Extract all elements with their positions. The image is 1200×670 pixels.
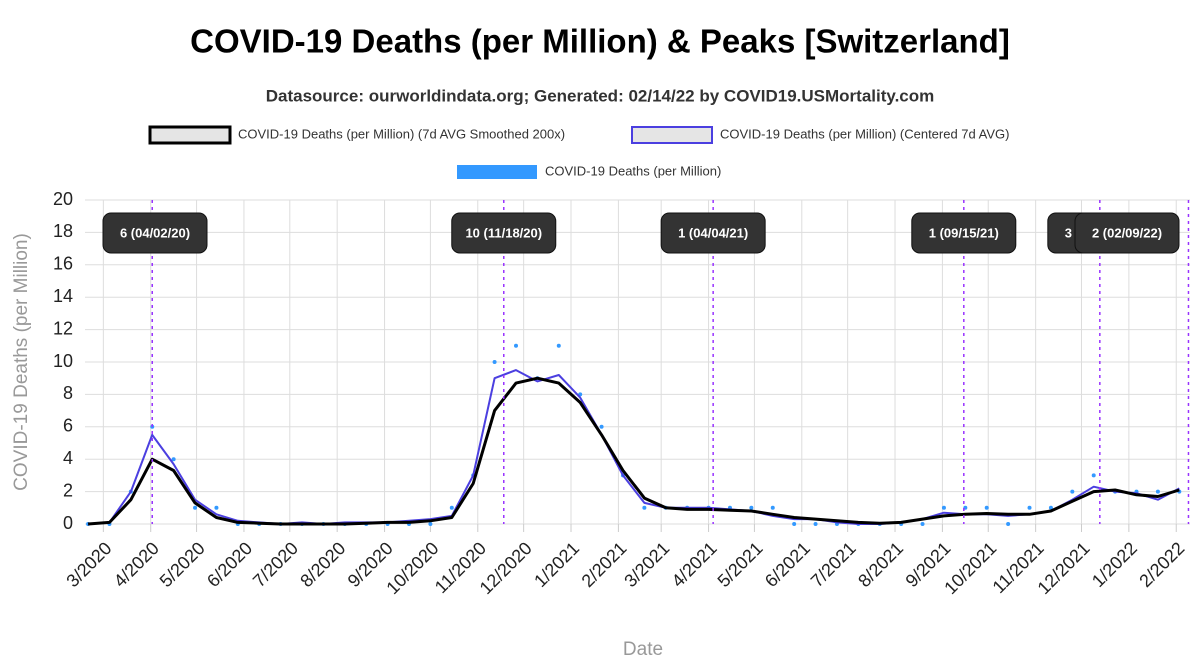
peak-label: 1 (04/04/21): [678, 225, 748, 240]
peak-annotation: 10 (11/18/20): [451, 212, 557, 254]
x-tick-label: 6/2020: [203, 538, 256, 591]
x-tick-label: 2/2021: [578, 538, 631, 591]
y-tick-label: 12: [53, 318, 73, 338]
legend-swatch: [631, 126, 713, 144]
x-tick-label: 1/2021: [530, 538, 583, 591]
peak-annotation: 1 (04/04/21): [660, 212, 766, 254]
peak-annotation: 2 (02/09/22): [1074, 212, 1180, 254]
series-line: [88, 369, 1180, 525]
x-tick-label: 2/2022: [1135, 538, 1188, 591]
legend-swatch: [148, 125, 232, 145]
y-tick-label: 4: [63, 448, 73, 468]
x-tick-label: 3/2021: [620, 538, 673, 591]
chart-title: COVID-19 Deaths (per Million) & Peaks [S…: [190, 23, 1010, 60]
data-dot: [1048, 505, 1053, 510]
x-tick-label: 4/2021: [668, 538, 721, 591]
legend-label: COVID-19 Deaths (per Million) (7d AVG Sm…: [238, 126, 565, 141]
y-tick-label: 14: [53, 286, 73, 306]
data-dot: [749, 505, 754, 510]
legend-swatch: [457, 165, 537, 179]
peak-label: 2 (02/09/22): [1092, 225, 1162, 240]
data-dot: [492, 360, 497, 364]
data-dot: [813, 522, 818, 526]
peak-box: [102, 212, 208, 254]
data-dot: [770, 505, 775, 510]
legend-label: COVID-19 Deaths (per Million) (Centered …: [720, 126, 1009, 141]
peak-label: 10 (11/18/20): [465, 225, 542, 240]
data-dot: [1027, 505, 1032, 510]
data-dot: [599, 424, 604, 429]
y-tick-label: 20: [53, 189, 73, 209]
x-tick-label: 8/2020: [296, 538, 349, 591]
data-dot: [1155, 489, 1160, 494]
chart-subtitle: Datasource: ourworldindata.org; Generate…: [266, 86, 935, 105]
data-dot: [449, 505, 454, 510]
peak-annotation: 6 (04/02/20): [102, 212, 208, 254]
peak-label: 1 (09/15/21): [929, 225, 999, 240]
x-tick-label: 8/2021: [854, 538, 907, 591]
y-tick-label: 10: [53, 351, 73, 371]
y-tick-label: 6: [63, 416, 73, 436]
legend-label: COVID-19 Deaths (per Million): [545, 163, 721, 178]
y-tick-label: 0: [63, 513, 73, 533]
peak-box: [451, 212, 557, 254]
x-tick-label: 4/2020: [110, 538, 163, 591]
data-dot: [428, 522, 433, 526]
x-tick-label: 5/2020: [156, 538, 209, 591]
x-tick-label: 1/2022: [1088, 538, 1141, 591]
x-tick-label: 5/2021: [714, 538, 767, 591]
x-axis-label: Date: [623, 639, 663, 660]
x-tick-label: 3/2020: [62, 538, 115, 591]
y-tick-label: 8: [63, 383, 73, 403]
data-dot: [920, 522, 925, 526]
data-dot: [1091, 473, 1096, 478]
data-dot: [642, 505, 647, 510]
x-tick-label: 7/2020: [249, 538, 302, 591]
peak-annotation: 1 (09/15/21): [911, 212, 1017, 254]
data-dot: [513, 343, 518, 348]
peak-box: [911, 212, 1017, 254]
data-dot: [171, 457, 176, 462]
data-dot: [214, 505, 219, 510]
data-dot: [556, 343, 561, 348]
y-tick-label: 18: [53, 221, 73, 241]
y-axis-label: COVID-19 Deaths (per Million): [11, 233, 32, 491]
data-dot: [1006, 522, 1011, 526]
x-tick-label: 7/2021: [807, 538, 860, 591]
series-line: [87, 376, 1180, 526]
data-dot: [792, 522, 797, 526]
x-tick-label: 6/2021: [761, 538, 814, 591]
data-dot: [984, 505, 989, 510]
data-dot: [1070, 489, 1075, 494]
peak-box: [660, 212, 766, 254]
y-tick-label: 2: [63, 480, 73, 500]
data-dot: [193, 505, 198, 510]
peak-label: 6 (04/02/20): [120, 225, 190, 240]
peak-box: [1074, 212, 1180, 254]
y-tick-label: 16: [53, 254, 73, 274]
data-dot: [941, 505, 946, 510]
